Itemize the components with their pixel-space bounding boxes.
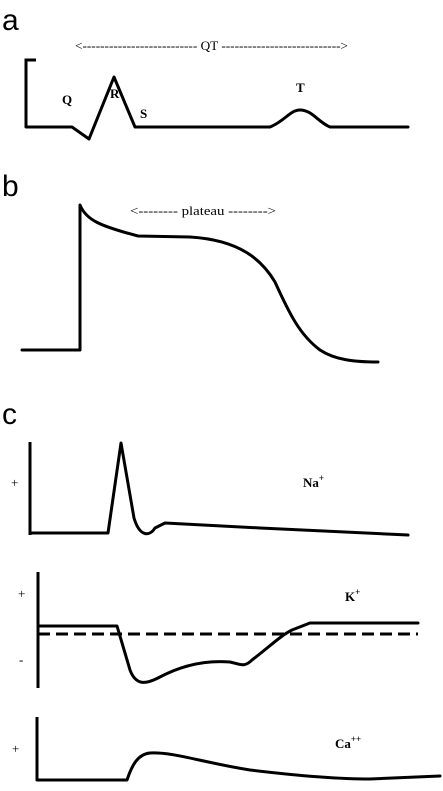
ecg-trace — [24, 75, 410, 141]
potassium-sign-positive: + — [18, 586, 25, 601]
sodium-current: + Na+ — [11, 441, 410, 537]
ecg-scale-bracket — [24, 58, 36, 127]
panel-letter-a: a — [2, 4, 19, 37]
potassium-current-trace — [36, 621, 420, 684]
panel-letter-c: c — [2, 398, 17, 431]
potassium-label: K+ — [345, 587, 360, 604]
calcium-sign: + — [12, 741, 19, 756]
sodium-current-trace — [28, 441, 410, 537]
action-potential-trace — [20, 203, 380, 364]
calcium-current: + Ca++ — [12, 717, 442, 782]
sodium-label: Na+ — [303, 473, 324, 490]
panel-letter-b: b — [2, 170, 19, 203]
sodium-sign: + — [11, 475, 18, 490]
potassium-current: + - K+ — [18, 572, 420, 688]
s-wave-label: S — [140, 106, 147, 121]
q-wave-label: Q — [62, 92, 72, 107]
calcium-label: Ca++ — [335, 734, 361, 751]
plateau-label: <-------- plateau --------> — [130, 203, 276, 218]
qt-interval-label: <-------------------------- QT ---------… — [75, 38, 348, 53]
t-wave-label: T — [296, 80, 305, 95]
calcium-current-trace — [35, 751, 442, 782]
potassium-sign-negative: - — [19, 652, 23, 667]
r-wave-label: R — [110, 86, 120, 101]
